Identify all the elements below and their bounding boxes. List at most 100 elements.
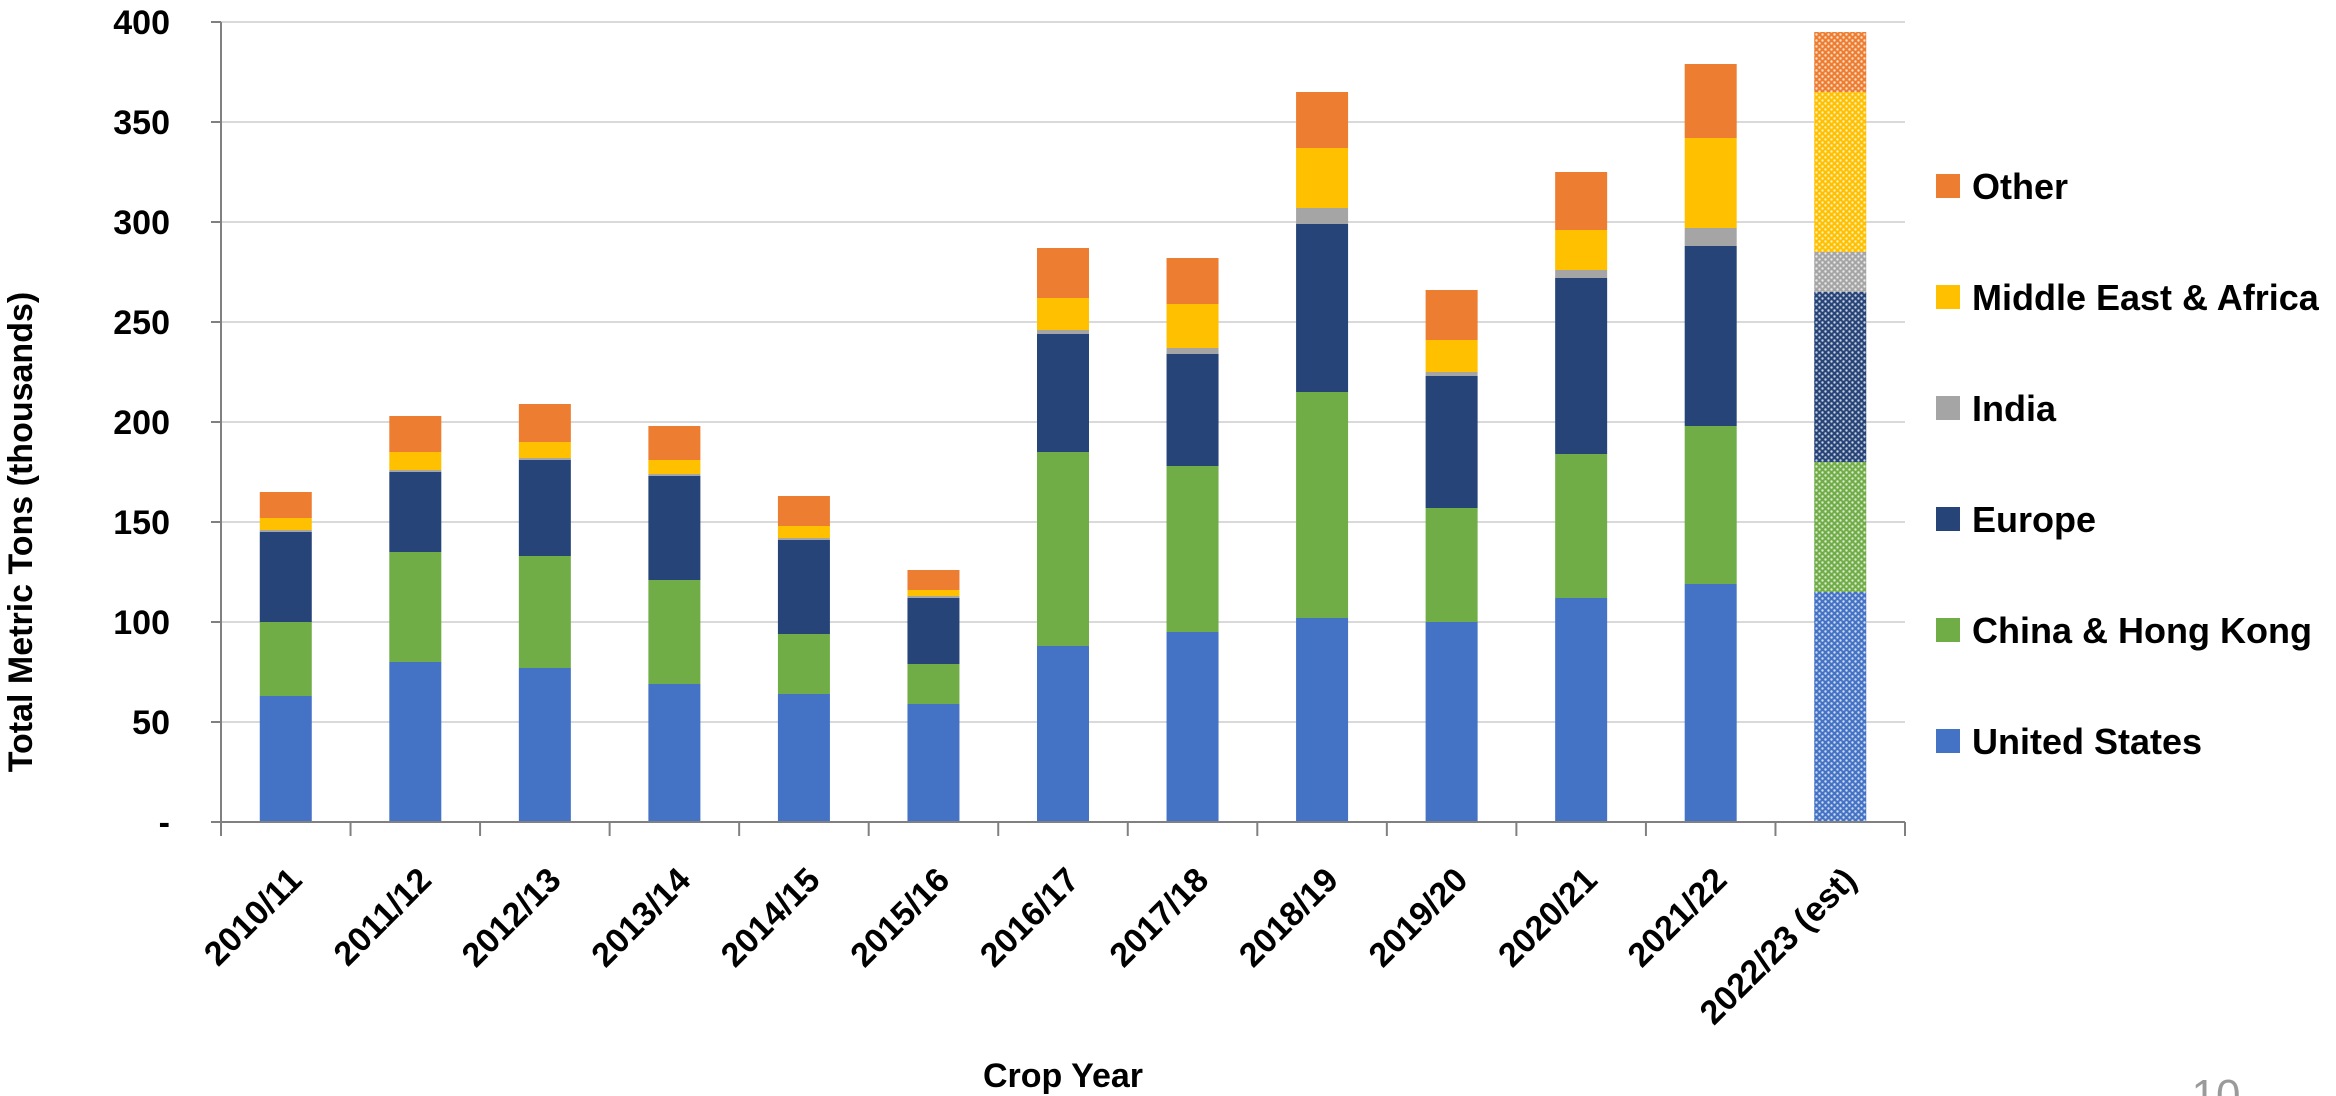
y-axis-title: Total Metric Tons (thousands) [2,292,40,772]
y-tick-label: 350 [113,104,170,142]
bar-segment [259,492,312,518]
legend-label: Middle East & Africa [1972,277,2320,318]
legend-label: China & Hong Kong [1972,610,2312,651]
bar-segment [1684,246,1737,426]
bar-segment [907,596,960,598]
bar-segment [1296,392,1349,618]
bar-segment [1037,298,1089,330]
bar-segment [1296,148,1349,208]
bar-segment [1037,646,1089,822]
legend: Other Middle East & Africa India Europe Chin… [1936,166,2320,762]
bar-segment [389,452,442,470]
bar-segment [1166,466,1219,632]
bar-segment [1684,426,1737,584]
bar-segment-estimate-pattern [1814,252,1867,292]
bar-segment [1425,290,1478,340]
bar-segment [389,662,442,822]
bar-segment [1555,270,1608,278]
legend-swatch [1936,507,1960,531]
bar-segment [1684,138,1737,228]
legend-swatch [1936,729,1960,753]
legend-label: India [1972,388,2057,429]
bar-segment [777,694,830,822]
bar-segment [518,458,571,460]
x-tick-label: 2014/15 [714,861,828,975]
bar-segment [648,476,701,580]
bar-segment-estimate-pattern [1814,592,1867,822]
bar-segment [777,526,830,538]
bar-segment [777,496,830,526]
x-axis-title: Crop Year [983,1057,1143,1095]
x-tick-label: 2013/14 [584,861,698,975]
page-number: 10 [2192,1071,2241,1096]
bar-segment [1296,224,1349,392]
bar-segment [1166,304,1219,348]
bar-segment [518,442,571,458]
bar-segment [1037,452,1089,646]
legend-swatch [1936,396,1960,420]
x-tick-label: 2012/13 [455,861,569,975]
bars [259,32,1867,822]
bar-segment [518,460,571,556]
bar-segment [648,474,701,476]
bar-segment [1296,208,1349,224]
bar-segment [777,538,830,540]
bar-segment [1555,172,1608,230]
bar-segment [259,518,312,530]
legend-swatch [1936,174,1960,198]
y-tick-label: 100 [113,604,170,642]
x-tick-label: 2015/16 [843,861,957,975]
bar-segment [1166,348,1219,354]
bar-segment [389,416,442,452]
legend-swatch [1936,618,1960,642]
bar-segment [1555,454,1608,598]
legend-swatch [1936,285,1960,309]
bar-segment [1555,598,1608,822]
bar-segment [1166,354,1219,466]
bar-segment [389,472,442,552]
bar-segment [1425,376,1478,508]
bar-segment [907,704,960,822]
y-tick-label: 300 [113,204,170,242]
legend-label: United States [1972,721,2202,762]
y-tick-label: - [159,804,170,842]
y-tick-label: 150 [113,504,170,542]
x-tick-label: 2010/11 [197,861,309,973]
bar-segment-estimate-pattern [1814,462,1867,592]
bar-segment [907,598,960,664]
bar-segment [1425,372,1478,376]
bar-segment [1425,340,1478,372]
bar-segment [648,580,701,684]
bar-segment [907,590,960,596]
bar-segment [518,404,571,442]
bar-segment [1166,632,1219,822]
bar-segment [389,470,442,472]
bar-segment [1684,584,1737,822]
x-tick-label: 2017/18 [1102,861,1216,975]
bar-segment-estimate-pattern [1814,92,1867,252]
bar-segment [1296,92,1349,148]
x-tick-label: 2020/21 [1491,861,1605,975]
bar-segment [1425,622,1478,822]
bar-segment-estimate-pattern [1814,292,1867,462]
bar-segment [907,570,960,590]
bar-segment [1555,230,1608,270]
bar-segment [777,634,830,694]
bar-segment [907,664,960,704]
bar-segment [259,530,312,532]
y-tick-label: 250 [113,304,170,342]
x-tick-label: 2011/12 [327,861,439,973]
bar-segment [259,696,312,822]
bar-segment [1684,228,1737,246]
bar-segment [777,540,830,634]
bar-segment [1684,64,1737,138]
x-tick-label: 2018/19 [1232,861,1346,975]
bar-segment [518,556,571,668]
bar-segment [648,426,701,460]
legend-label: Europe [1972,499,2096,540]
y-tick-label: 50 [132,704,170,742]
bar-segment [1425,508,1478,622]
x-tick-label: 2019/20 [1361,861,1475,975]
